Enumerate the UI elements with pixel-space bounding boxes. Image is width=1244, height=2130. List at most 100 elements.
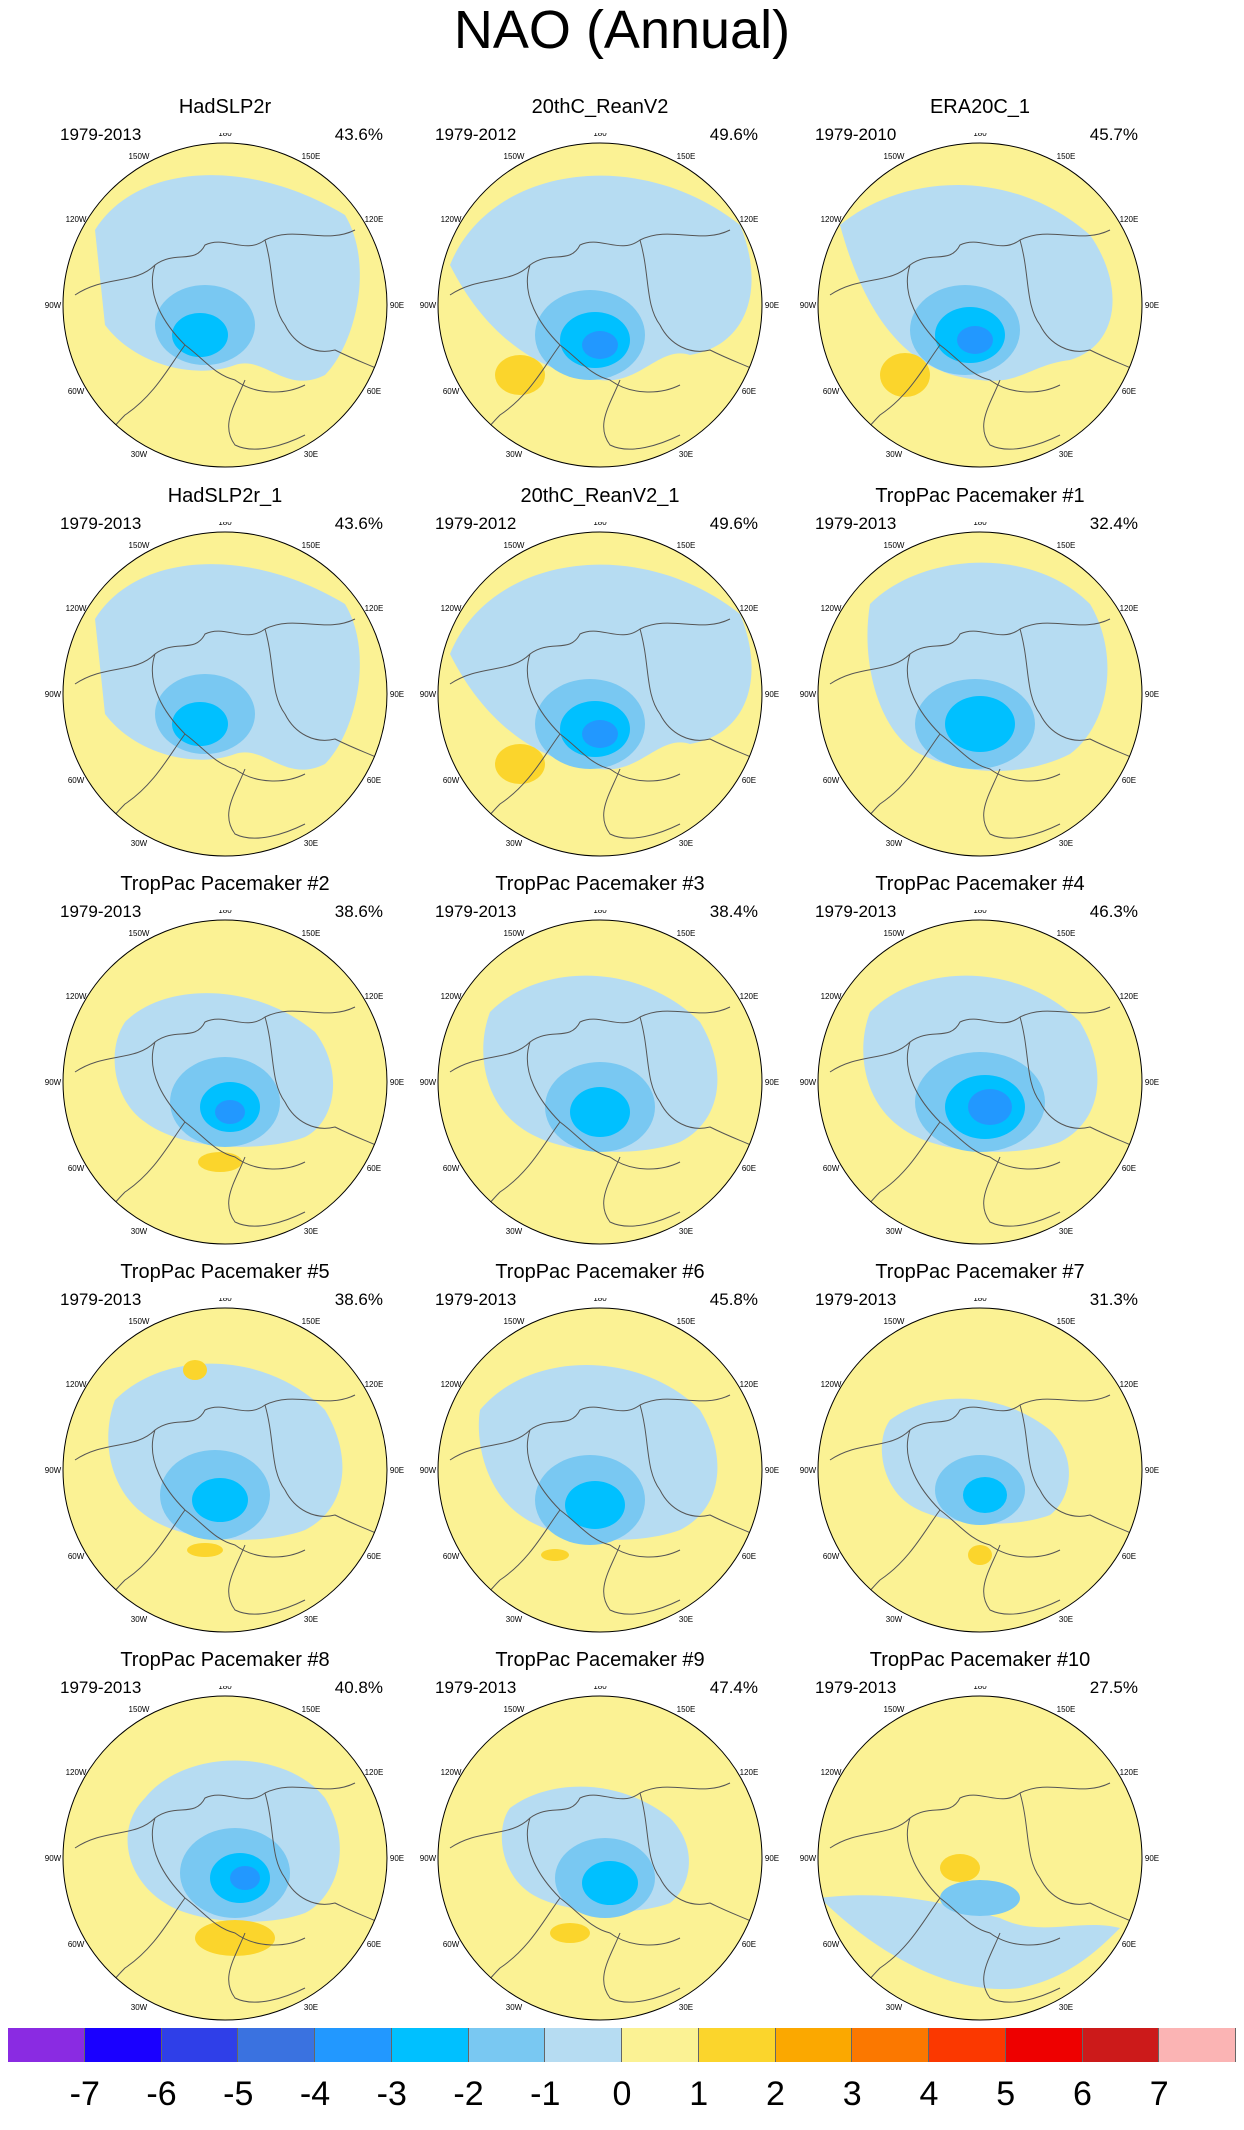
colorbar-label: 3: [842, 2075, 862, 2113]
negative-anomaly-contour: [192, 1478, 248, 1522]
panel-period: 1979-2013: [60, 514, 142, 533]
panel-variance-percent: 32.4%: [1089, 514, 1138, 533]
negative-anomaly-contour: [172, 702, 228, 746]
longitude-label: 120W: [66, 992, 87, 1001]
coastline: [228, 1156, 306, 1227]
longitude-label: 180: [593, 910, 607, 915]
longitude-label: 150W: [504, 541, 525, 550]
longitude-label: 60E: [1122, 1552, 1136, 1561]
colorbar-swatch: [852, 2028, 929, 2062]
longitude-label: 60W: [68, 387, 85, 396]
longitude-label: 180: [973, 1686, 987, 1691]
panel-variance-percent: 43.6%: [334, 125, 383, 144]
map-boundary: [437, 531, 763, 857]
coastline: [906, 1429, 1061, 1558]
polar-map: 180150E120E90E60E30E030W60W90W120W150W: [800, 1686, 1159, 2021]
longitude-label: 150W: [884, 1317, 905, 1326]
longitude-label: 60E: [1122, 387, 1136, 396]
negative-anomaly-contour: [968, 1089, 1012, 1125]
colorbar-swatch: [929, 2028, 1006, 2062]
negative-anomaly-contour: [957, 326, 993, 354]
coastline: [603, 1932, 681, 2003]
polar-map: 180150E120E90E60E30E030W60W90W120W150W: [420, 910, 779, 1245]
map-panel: TropPac Pacemaker #7 1979-2013 31.3% 180 150…: [800, 1260, 1160, 1640]
coastline: [264, 628, 381, 760]
longitude-label: 180: [593, 522, 607, 527]
panel-title: 20thC_ReanV2_1: [520, 485, 680, 507]
longitude-label: 90W: [420, 1466, 437, 1475]
longitude-label: 60W: [68, 1552, 85, 1561]
longitude-label: 90E: [390, 1466, 404, 1475]
panel-period: 1979-2013: [815, 902, 897, 921]
negative-anomaly-contour: [570, 1087, 630, 1137]
coastline: [1019, 1792, 1136, 1924]
longitude-label: 120E: [365, 992, 384, 1001]
negative-anomaly-contour: [582, 720, 618, 748]
longitude-label: 60W: [823, 1164, 840, 1173]
panel-title: HadSLP2r_1: [167, 485, 283, 507]
colorbar-swatch: [545, 2028, 622, 2062]
negative-anomaly-contour: [172, 313, 228, 357]
polar-map: 180150E120E90E60E30E030W60W90W120W150W: [420, 522, 779, 857]
coastline: [906, 1817, 1061, 1946]
panel-variance-percent: 38.6%: [334, 902, 383, 921]
longitude-label: 150E: [302, 1705, 321, 1714]
coastline: [639, 628, 756, 760]
longitude-label: 90E: [1145, 301, 1159, 310]
panel-variance-percent: 49.6%: [709, 125, 758, 144]
longitude-label: 150E: [677, 929, 696, 938]
longitude-label: 90W: [800, 1078, 817, 1087]
map-boundary: [437, 1695, 763, 2021]
coastline: [264, 1016, 381, 1148]
map-boundary: [437, 1307, 763, 1633]
longitude-label: 150W: [129, 1705, 150, 1714]
colorbar-label: 0: [612, 2075, 632, 2113]
coastline: [983, 1932, 1061, 2003]
colorbar-swatch: [8, 2028, 85, 2062]
panel-title: TropPac Pacemaker #7: [875, 1261, 1085, 1283]
longitude-label: 60W: [443, 387, 460, 396]
longitude-label: 30W: [506, 2003, 523, 2012]
positive-anomaly-contour: [495, 355, 545, 395]
longitude-label: 120W: [66, 604, 87, 613]
longitude-label: 90E: [1145, 690, 1159, 699]
coastline: [151, 1429, 306, 1558]
longitude-label: 60W: [443, 1552, 460, 1561]
longitude-label: 150E: [1057, 929, 1076, 938]
coastline: [906, 653, 1061, 782]
longitude-label: 30W: [131, 1615, 148, 1624]
positive-anomaly-contour: [183, 1360, 207, 1380]
coastline: [983, 379, 1061, 450]
panel-period: 1979-2013: [60, 1290, 142, 1309]
longitude-label: 120W: [66, 1380, 87, 1389]
coastline: [829, 618, 1111, 685]
coastline: [74, 1006, 356, 1073]
coastline: [829, 1782, 1111, 1849]
map-panel: HadSLP2r_1 1979-2013 43.6% 180 150E 120E 90E 60…: [45, 484, 405, 864]
longitude-label: 120W: [821, 1768, 842, 1777]
longitude-label: 90W: [420, 301, 437, 310]
longitude-label: 60W: [823, 1552, 840, 1561]
longitude-label: 30E: [679, 450, 693, 459]
colorbar-label: -2: [453, 2075, 484, 2113]
colorbar-label: -5: [223, 2075, 254, 2113]
panel-period: 1979-2013: [435, 1290, 517, 1309]
colorbar-swatch: [84, 2028, 162, 2062]
longitude-label: 30W: [886, 2003, 903, 2012]
negative-anomaly-contour: [565, 1481, 625, 1529]
panel-period: 1979-2013: [435, 1678, 517, 1697]
colorbar-swatch: [315, 2028, 392, 2062]
coastline: [526, 1429, 681, 1558]
coastline: [603, 379, 681, 450]
longitude-label: 150W: [129, 1317, 150, 1326]
panel-period: 1979-2013: [60, 125, 142, 144]
longitude-label: 30E: [1059, 1227, 1073, 1236]
longitude-label: 60W: [68, 776, 85, 785]
longitude-label: 60E: [742, 776, 756, 785]
colorbar-swatch: [1159, 2028, 1236, 2062]
longitude-label: 150E: [677, 152, 696, 161]
colorbar-label: 1: [689, 2075, 709, 2113]
longitude-label: 30W: [131, 1227, 148, 1236]
longitude-label: 30E: [679, 1615, 693, 1624]
longitude-label: 150W: [884, 541, 905, 550]
